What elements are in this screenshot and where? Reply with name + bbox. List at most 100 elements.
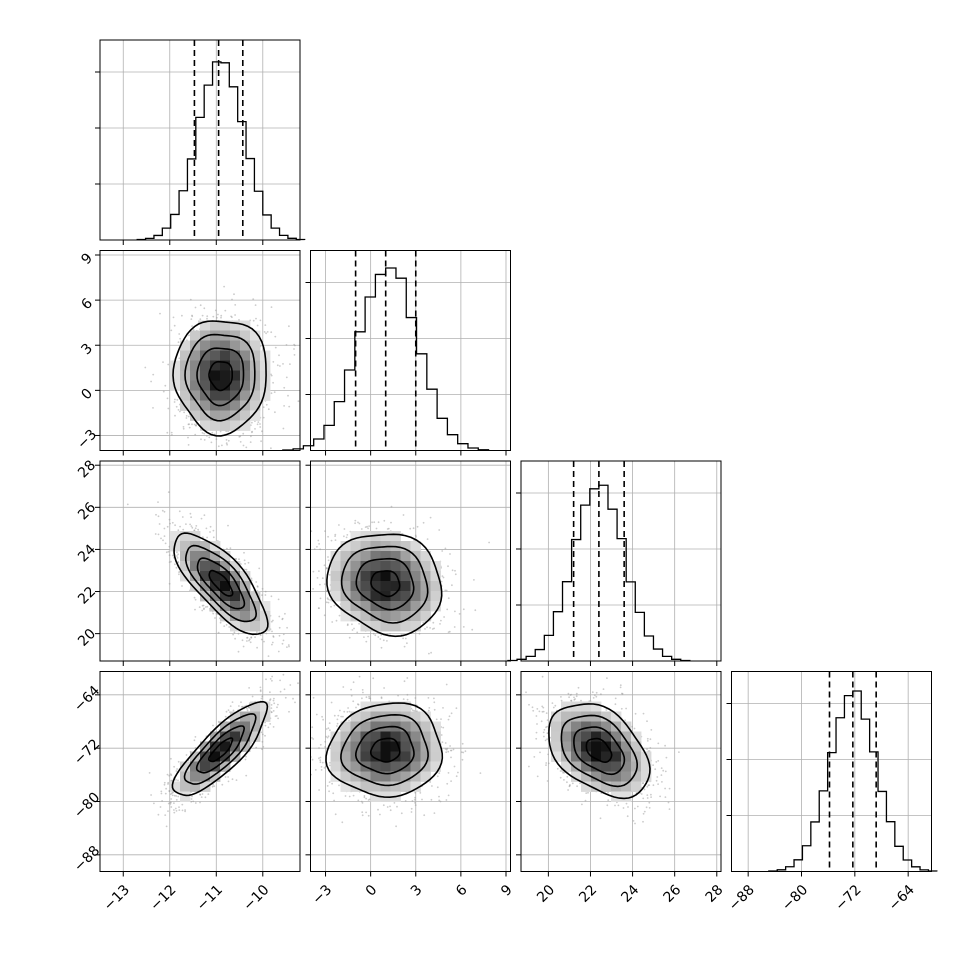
density-cell	[370, 741, 381, 752]
density-cell	[210, 380, 221, 391]
density-cell	[380, 601, 391, 612]
sample-point	[342, 715, 344, 718]
sample-point	[288, 405, 291, 408]
density-cell	[340, 751, 351, 762]
sample-point	[331, 621, 334, 623]
sample-point	[257, 421, 260, 423]
density-cell	[200, 541, 211, 552]
sample-point	[263, 331, 266, 333]
density-cell	[340, 551, 351, 562]
density-cell	[380, 761, 391, 772]
sample-point	[340, 715, 343, 718]
density-cell	[370, 561, 381, 572]
sample-point	[256, 646, 258, 649]
density-cell	[420, 721, 431, 732]
sample-point	[356, 631, 359, 634]
sample-point	[532, 709, 535, 712]
sample-point	[248, 687, 251, 689]
sample-point	[170, 798, 173, 800]
sample-point	[200, 796, 203, 798]
sample-point	[433, 708, 436, 711]
sample-point	[455, 707, 458, 710]
density-cell	[390, 741, 401, 752]
density-cell	[250, 591, 261, 602]
sample-point	[203, 439, 206, 441]
sample-point	[227, 709, 230, 711]
contour-0	[370, 737, 401, 763]
sample-point	[210, 441, 213, 444]
sample-point	[168, 545, 171, 548]
density-cell	[240, 571, 251, 582]
density-cell	[390, 571, 401, 582]
density-cell	[350, 531, 361, 542]
density-cell	[220, 611, 231, 622]
sample-point	[223, 625, 226, 627]
density-cell	[380, 781, 391, 792]
sample-point	[282, 633, 285, 636]
sample-point	[283, 386, 286, 389]
sample-point	[238, 705, 240, 707]
sample-point	[585, 792, 588, 794]
sample-point	[338, 784, 340, 787]
sample-point	[166, 431, 169, 434]
sample-point	[165, 551, 168, 554]
sample-point	[353, 627, 355, 630]
sample-point	[189, 298, 192, 301]
sample-point	[175, 405, 178, 408]
sample-point	[433, 701, 436, 704]
sample-point	[334, 539, 337, 541]
sample-point	[306, 588, 308, 590]
sample-point	[436, 786, 439, 789]
contour-3	[172, 320, 267, 437]
sample-point	[150, 794, 153, 796]
density-cell	[370, 581, 381, 592]
density-cell	[200, 571, 211, 582]
sample-point	[479, 772, 482, 774]
sample-point	[319, 756, 322, 759]
sample-point	[442, 576, 445, 579]
sample-point	[240, 563, 242, 565]
sample-point	[402, 698, 405, 700]
density-cell	[370, 791, 381, 802]
sample-point	[159, 312, 161, 315]
sample-point	[260, 731, 263, 734]
sample-point	[337, 714, 340, 717]
sample-point	[168, 561, 171, 563]
sample-point	[346, 711, 349, 713]
density-cell	[220, 751, 231, 762]
density-cell	[380, 621, 391, 632]
density-cell	[250, 330, 261, 341]
density-cell	[190, 761, 201, 772]
sample-point	[343, 710, 346, 713]
density-cell	[260, 611, 271, 622]
density-cell	[340, 781, 351, 792]
sample-point	[192, 800, 195, 803]
sample-point	[275, 669, 277, 671]
sample-point	[322, 718, 324, 721]
density-cell	[230, 611, 241, 622]
sample-point	[191, 325, 194, 327]
density-cell	[230, 360, 241, 371]
density-cell	[230, 571, 241, 582]
sample-point	[386, 640, 388, 642]
density-cell	[360, 591, 371, 602]
sample-point	[368, 695, 370, 698]
sample-point	[264, 734, 266, 737]
density-cell	[180, 541, 191, 552]
density-cell	[430, 601, 441, 612]
sample-point	[305, 573, 307, 575]
density-cell	[200, 420, 211, 431]
sample-point	[438, 772, 441, 774]
sample-point	[211, 431, 214, 434]
sample-point	[464, 750, 467, 753]
sample-point	[190, 516, 193, 519]
sample-point	[402, 637, 404, 640]
sample-point	[287, 394, 289, 397]
sample-point	[173, 809, 175, 811]
contour-3	[173, 532, 269, 635]
density-cell	[330, 551, 341, 562]
sample-point	[326, 785, 329, 787]
sample-point	[410, 811, 413, 813]
sample-point	[240, 706, 243, 708]
sample-point	[625, 707, 627, 710]
